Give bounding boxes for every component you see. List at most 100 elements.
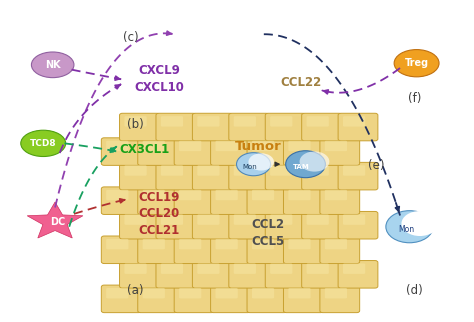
- FancyBboxPatch shape: [252, 190, 274, 200]
- FancyBboxPatch shape: [156, 162, 196, 190]
- Text: CX3CL1: CX3CL1: [120, 143, 170, 156]
- FancyBboxPatch shape: [283, 285, 323, 313]
- FancyBboxPatch shape: [229, 260, 269, 288]
- FancyBboxPatch shape: [288, 288, 310, 298]
- Circle shape: [248, 153, 274, 171]
- FancyBboxPatch shape: [156, 260, 196, 288]
- Text: CCL22: CCL22: [280, 76, 321, 89]
- FancyBboxPatch shape: [265, 162, 305, 190]
- FancyBboxPatch shape: [307, 214, 329, 225]
- FancyBboxPatch shape: [325, 141, 347, 151]
- FancyBboxPatch shape: [138, 138, 178, 166]
- Text: TCD8: TCD8: [30, 139, 56, 148]
- FancyBboxPatch shape: [301, 162, 341, 190]
- FancyBboxPatch shape: [174, 187, 214, 214]
- FancyBboxPatch shape: [270, 116, 292, 127]
- FancyBboxPatch shape: [192, 113, 232, 141]
- FancyBboxPatch shape: [179, 190, 201, 200]
- Text: (b): (b): [127, 118, 144, 131]
- Text: (e): (e): [368, 159, 385, 172]
- Text: DC: DC: [50, 217, 65, 227]
- FancyBboxPatch shape: [247, 138, 287, 166]
- FancyBboxPatch shape: [229, 113, 269, 141]
- FancyBboxPatch shape: [210, 285, 250, 313]
- FancyBboxPatch shape: [161, 263, 183, 274]
- FancyBboxPatch shape: [283, 187, 323, 214]
- FancyBboxPatch shape: [143, 288, 165, 298]
- Ellipse shape: [394, 50, 439, 77]
- FancyBboxPatch shape: [101, 138, 141, 166]
- FancyBboxPatch shape: [179, 141, 201, 151]
- FancyBboxPatch shape: [125, 263, 146, 274]
- FancyBboxPatch shape: [252, 141, 274, 151]
- FancyBboxPatch shape: [119, 162, 159, 190]
- FancyBboxPatch shape: [343, 165, 365, 176]
- FancyBboxPatch shape: [270, 165, 292, 176]
- FancyBboxPatch shape: [343, 263, 365, 274]
- FancyBboxPatch shape: [174, 236, 214, 263]
- FancyBboxPatch shape: [156, 113, 196, 141]
- FancyBboxPatch shape: [179, 288, 201, 298]
- FancyBboxPatch shape: [325, 190, 347, 200]
- FancyBboxPatch shape: [179, 239, 201, 249]
- Ellipse shape: [31, 52, 74, 78]
- FancyBboxPatch shape: [119, 113, 159, 141]
- FancyBboxPatch shape: [247, 187, 287, 214]
- Text: (d): (d): [406, 284, 423, 297]
- FancyBboxPatch shape: [283, 138, 323, 166]
- FancyBboxPatch shape: [338, 260, 378, 288]
- FancyBboxPatch shape: [119, 260, 159, 288]
- FancyBboxPatch shape: [197, 165, 219, 176]
- FancyBboxPatch shape: [343, 214, 365, 225]
- FancyBboxPatch shape: [320, 236, 360, 263]
- FancyBboxPatch shape: [174, 285, 214, 313]
- FancyBboxPatch shape: [161, 116, 183, 127]
- Text: (f): (f): [408, 92, 421, 105]
- FancyBboxPatch shape: [320, 285, 360, 313]
- FancyBboxPatch shape: [161, 165, 183, 176]
- FancyBboxPatch shape: [101, 187, 141, 214]
- FancyBboxPatch shape: [216, 288, 238, 298]
- FancyBboxPatch shape: [283, 236, 323, 263]
- FancyBboxPatch shape: [125, 214, 146, 225]
- FancyBboxPatch shape: [234, 263, 256, 274]
- FancyBboxPatch shape: [125, 165, 146, 176]
- FancyBboxPatch shape: [210, 138, 250, 166]
- FancyBboxPatch shape: [216, 239, 238, 249]
- Text: NK: NK: [45, 60, 61, 70]
- FancyBboxPatch shape: [138, 285, 178, 313]
- Text: Mon: Mon: [399, 225, 415, 234]
- FancyBboxPatch shape: [125, 116, 146, 127]
- FancyBboxPatch shape: [338, 113, 378, 141]
- FancyBboxPatch shape: [301, 113, 341, 141]
- FancyBboxPatch shape: [101, 285, 141, 313]
- FancyBboxPatch shape: [288, 141, 310, 151]
- FancyBboxPatch shape: [325, 239, 347, 249]
- FancyBboxPatch shape: [229, 162, 269, 190]
- FancyBboxPatch shape: [161, 214, 183, 225]
- FancyBboxPatch shape: [119, 212, 159, 239]
- FancyBboxPatch shape: [210, 187, 250, 214]
- FancyBboxPatch shape: [247, 285, 287, 313]
- FancyBboxPatch shape: [143, 239, 165, 249]
- FancyBboxPatch shape: [197, 116, 219, 127]
- FancyBboxPatch shape: [343, 116, 365, 127]
- FancyBboxPatch shape: [307, 263, 329, 274]
- FancyBboxPatch shape: [174, 138, 214, 166]
- FancyBboxPatch shape: [229, 212, 269, 239]
- FancyBboxPatch shape: [210, 236, 250, 263]
- Text: CXCL9
CXCL10: CXCL9 CXCL10: [134, 64, 184, 94]
- Ellipse shape: [21, 130, 66, 156]
- FancyBboxPatch shape: [338, 162, 378, 190]
- FancyBboxPatch shape: [106, 190, 128, 200]
- FancyBboxPatch shape: [247, 236, 287, 263]
- Text: CCL19
CCL20
CCL21: CCL19 CCL20 CCL21: [138, 191, 180, 237]
- FancyBboxPatch shape: [265, 212, 305, 239]
- FancyBboxPatch shape: [325, 288, 347, 298]
- Text: Tumor: Tumor: [235, 140, 282, 153]
- Text: Mon: Mon: [243, 164, 257, 170]
- Text: (a): (a): [127, 284, 144, 297]
- Polygon shape: [27, 202, 83, 238]
- FancyBboxPatch shape: [192, 162, 232, 190]
- FancyBboxPatch shape: [106, 239, 128, 249]
